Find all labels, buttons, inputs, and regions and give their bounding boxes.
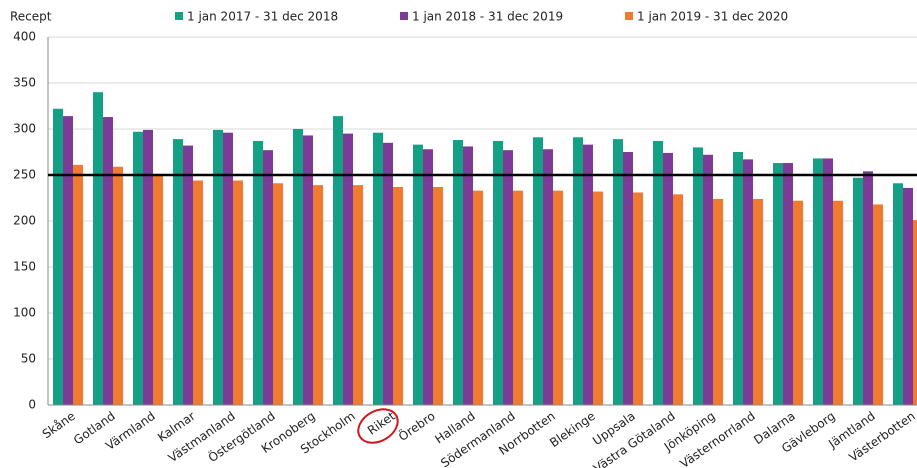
bar <box>893 183 903 405</box>
y-tick-label: 200 <box>13 214 36 228</box>
x-tick-label: Östergötland <box>205 407 278 465</box>
legend-swatch <box>175 12 183 20</box>
bar <box>623 152 633 405</box>
bar <box>823 158 833 405</box>
bar <box>773 163 783 405</box>
bar <box>533 137 543 405</box>
bar <box>153 175 163 405</box>
bar <box>413 144 423 405</box>
x-tick-label: Blekinge <box>547 409 597 450</box>
bar <box>293 129 303 405</box>
bar <box>543 149 553 405</box>
bar <box>473 190 483 405</box>
bar <box>103 117 113 405</box>
bar <box>433 186 443 405</box>
bar <box>193 180 203 405</box>
bar <box>853 177 863 405</box>
legend-swatch <box>400 12 408 20</box>
bar <box>73 164 83 405</box>
y-tick-label: 300 <box>13 122 36 136</box>
bar <box>253 140 263 405</box>
bar <box>613 139 623 405</box>
y-tick-label: 50 <box>21 352 36 366</box>
bar <box>513 190 523 405</box>
bar <box>833 200 843 405</box>
bar <box>743 159 753 405</box>
bar <box>703 154 713 405</box>
bar <box>493 140 503 405</box>
x-tick-label: Örebro <box>395 407 438 444</box>
bar <box>223 132 233 405</box>
bar <box>423 149 433 405</box>
bar <box>653 140 663 405</box>
bar <box>453 140 463 406</box>
bar <box>463 146 473 406</box>
bar <box>113 166 123 405</box>
bar <box>753 198 763 405</box>
bar <box>873 204 883 405</box>
bar <box>783 163 793 405</box>
bar <box>333 116 343 406</box>
y-tick-label: 100 <box>13 306 36 320</box>
bar <box>263 150 273 405</box>
bar <box>343 133 353 405</box>
legend-label: 1 jan 2019 - 31 dec 2020 <box>637 10 788 24</box>
y-tick-label: 350 <box>13 76 36 90</box>
bar <box>313 185 323 405</box>
bar <box>733 152 743 405</box>
bar <box>213 129 223 406</box>
y-tick-label: 0 <box>28 398 36 412</box>
y-tick-label: 150 <box>13 260 36 274</box>
bar <box>53 108 63 405</box>
bar <box>133 131 143 405</box>
bar <box>813 158 823 405</box>
bar <box>303 135 313 405</box>
bar <box>713 198 723 405</box>
bar <box>693 147 703 405</box>
bar <box>353 185 363 405</box>
bar <box>383 142 393 406</box>
bar <box>373 132 383 405</box>
bar <box>663 152 673 405</box>
bar <box>63 116 73 406</box>
legend-swatch <box>625 12 633 20</box>
y-tick-label: 400 <box>13 30 36 44</box>
bar <box>633 192 643 405</box>
bar <box>503 150 513 405</box>
legend-label: 1 jan 2017 - 31 dec 2018 <box>187 10 338 24</box>
bar <box>593 191 603 405</box>
bar <box>793 200 803 405</box>
bar <box>183 145 193 405</box>
bar <box>173 139 183 405</box>
y-axis-label: Recept <box>10 10 52 24</box>
bar <box>583 144 593 405</box>
bar <box>553 190 563 405</box>
bar <box>143 129 153 406</box>
bar <box>903 187 913 405</box>
bar <box>233 180 243 405</box>
bar <box>93 92 103 405</box>
bar <box>393 186 403 405</box>
legend-label: 1 jan 2018 - 31 dec 2019 <box>412 10 563 24</box>
bar <box>913 220 917 405</box>
y-tick-label: 250 <box>13 168 36 182</box>
bar <box>273 183 283 405</box>
highlight-circle <box>357 408 399 444</box>
bar <box>673 194 683 405</box>
bar <box>863 171 873 405</box>
bar <box>573 137 583 405</box>
